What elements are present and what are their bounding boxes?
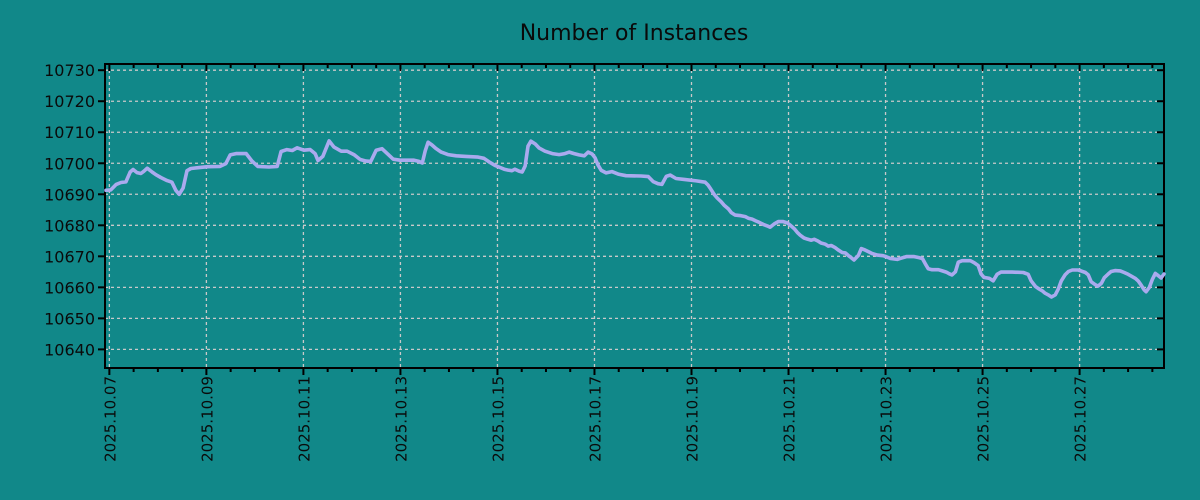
y-tick-label: 10700 (44, 154, 95, 173)
y-tick-label: 10730 (44, 61, 95, 80)
y-axis-labels: 10640 10650 10660 10670 10680 10690 10700 10710… (44, 61, 95, 359)
x-tick-label: 2025.10.25 (975, 376, 993, 462)
x-tick-label: 2025.10.09 (198, 376, 216, 462)
x-tick-label: 2025.10.11 (295, 376, 313, 462)
y-tick-label: 10650 (44, 309, 95, 328)
y-tick-label: 10690 (44, 185, 95, 204)
chart-title: Number of Instances (520, 21, 749, 46)
y-tick-label: 10670 (44, 247, 95, 266)
axes (104, 63, 1165, 369)
y-tick-label: 10640 (44, 340, 95, 359)
x-tick-label: 2025.10.23 (878, 376, 896, 462)
x-tick-label: 2025.10.17 (586, 376, 604, 462)
x-tick-label: 2025.10.19 (684, 376, 702, 462)
gridlines (105, 64, 1164, 368)
x-tick-label: 2025.10.07 (101, 376, 119, 462)
data-line-instances (104, 139, 1166, 299)
y-tick-label: 10680 (44, 216, 95, 235)
x-tick-label: 2025.10.13 (392, 376, 410, 462)
y-tick-label: 10720 (44, 92, 95, 111)
x-tick-label: 2025.10.15 (489, 376, 507, 462)
y-tick-label: 10660 (44, 278, 95, 297)
data-line-layer (104, 139, 1166, 299)
x-tick-label: 2025.10.21 (781, 376, 799, 462)
plot-frame (104, 63, 1165, 369)
x-tick-label: 2025.10.27 (1072, 376, 1090, 462)
tick-marks (98, 64, 1164, 375)
x-axis-labels: 2025.10.07 2025.10.09 2025.10.11 2025.10.13… (101, 376, 1089, 462)
y-tick-label: 10710 (44, 123, 95, 142)
